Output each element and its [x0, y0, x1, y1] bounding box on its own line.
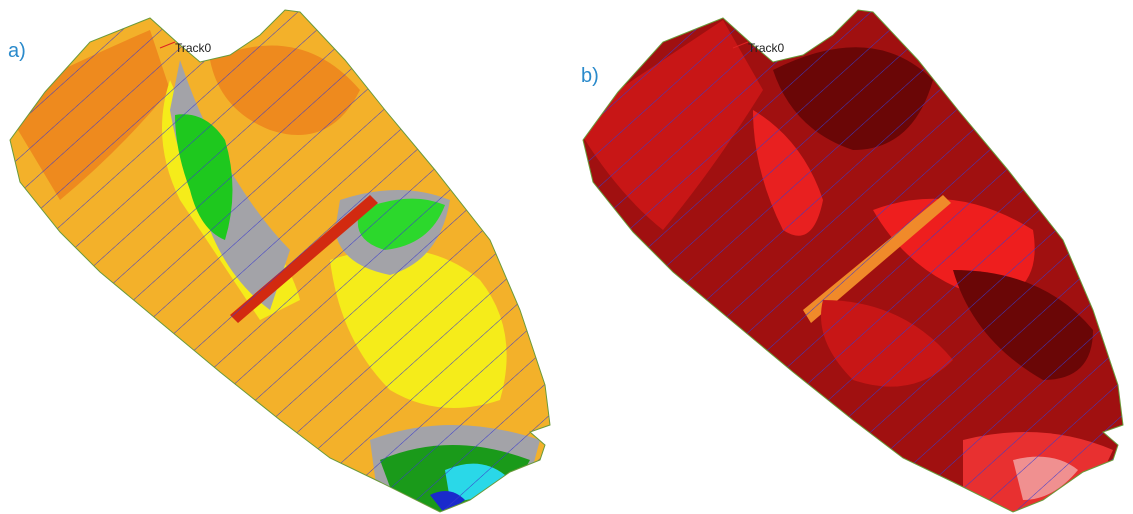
panel-a: a) Track0 — [0, 0, 560, 514]
track-lines — [0, 0, 560, 514]
figure: a) Track0 b) — [0, 0, 1133, 514]
track-label: Track0 — [175, 41, 212, 55]
yield-map — [573, 0, 1133, 514]
yield-map — [0, 0, 560, 514]
track-label: Track0 — [748, 41, 785, 55]
panel-label: b) — [581, 65, 599, 87]
panel-label: a) — [8, 40, 26, 62]
panel-b: b) Track0 — [573, 0, 1133, 514]
track-lines — [573, 0, 1133, 514]
